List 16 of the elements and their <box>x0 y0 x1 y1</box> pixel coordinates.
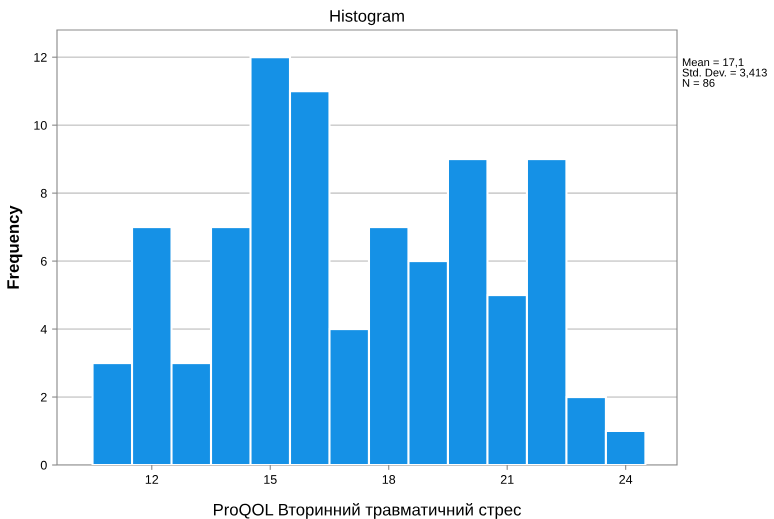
y-axis-title: Frequency <box>7 205 22 289</box>
x-tick-label: 12 <box>146 475 158 484</box>
x-tick-label: 24 <box>619 475 632 484</box>
text: Mean = 17,1 Std. Dev. = 3,413 N = 86 <box>682 58 767 87</box>
y-tick-label: 4 <box>40 324 47 334</box>
y-tick-label: 0 <box>40 460 47 470</box>
y-tick-label: 12 <box>34 52 47 62</box>
y-tick-label: 2 <box>40 392 47 402</box>
x-tick-label: 18 <box>382 475 396 484</box>
y-tick-label: 6 <box>40 256 47 266</box>
x-tick-label: 15 <box>264 475 277 484</box>
y-tick-label: 10 <box>34 120 47 130</box>
x-axis-title: ProQOL Вторинний травматичний стрес <box>214 503 521 519</box>
chart-title: Histogram <box>330 10 404 26</box>
y-tick-label: 8 <box>40 188 47 198</box>
x-tick-label: 21 <box>500 475 514 484</box>
